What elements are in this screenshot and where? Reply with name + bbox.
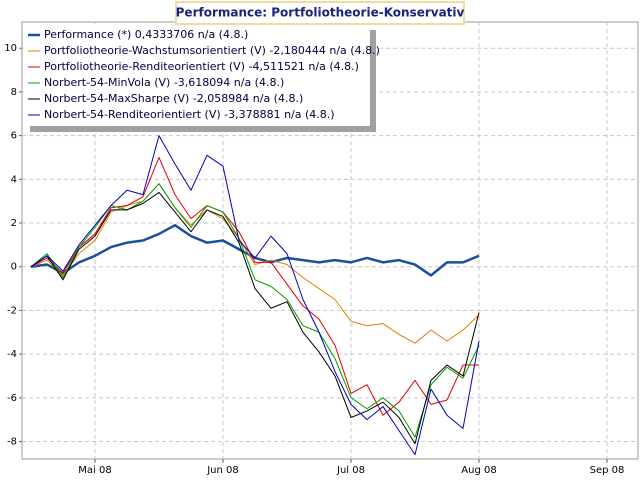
lines: [30, 135, 480, 456]
y-tick-label: 10: [4, 43, 17, 54]
chart-title: Performance: Portfoliotheorie-Konservati…: [176, 6, 465, 20]
x-tick-label: Jun 08: [206, 465, 239, 476]
y-tick-label: -4: [7, 349, 17, 360]
legend-label: Norbert-54-MaxSharpe (V) -2,058984 n/a (…: [44, 92, 303, 105]
x-tick-label: Sep 08: [590, 465, 625, 476]
x-tick-label: Jul 08: [336, 465, 365, 476]
title-box: [175, 1, 465, 25]
y-tick-label: -6: [7, 393, 17, 404]
y-tick-label: -8: [7, 437, 17, 448]
y-tick-label: -2: [7, 305, 17, 316]
y-tick-label: 0: [11, 262, 17, 273]
legend-label: Performance (*) 0,4333706 n/a (4.8.): [44, 28, 248, 41]
legend-label: Norbert-54-Renditeorientiert (V) -3,3788…: [44, 108, 335, 121]
legend-label: Portfoliotheorie-Wachstumsorientiert (V)…: [44, 44, 380, 57]
series-line: [30, 191, 480, 445]
y-tick-label: 6: [11, 131, 17, 142]
x-tick-label: Aug 08: [461, 465, 496, 476]
legend-label: Portfoliotheorie-Renditeorientiert (V) -…: [44, 60, 359, 73]
y-tick-label: 2: [11, 218, 17, 229]
legend: Performance (*) 0,4333706 n/a (4.8.) Port…: [24, 24, 380, 132]
legend-box: [24, 24, 370, 126]
y-tick-label: 4: [11, 174, 17, 185]
series-line: [30, 135, 480, 456]
series-line: [30, 183, 480, 344]
y-tick-label: 8: [11, 87, 17, 98]
series-line: [30, 156, 479, 416]
x-tick-label: Mai 08: [78, 465, 111, 476]
legend-label: Norbert-54-MinVola (V) -3,618094 n/a (4.…: [44, 76, 284, 89]
